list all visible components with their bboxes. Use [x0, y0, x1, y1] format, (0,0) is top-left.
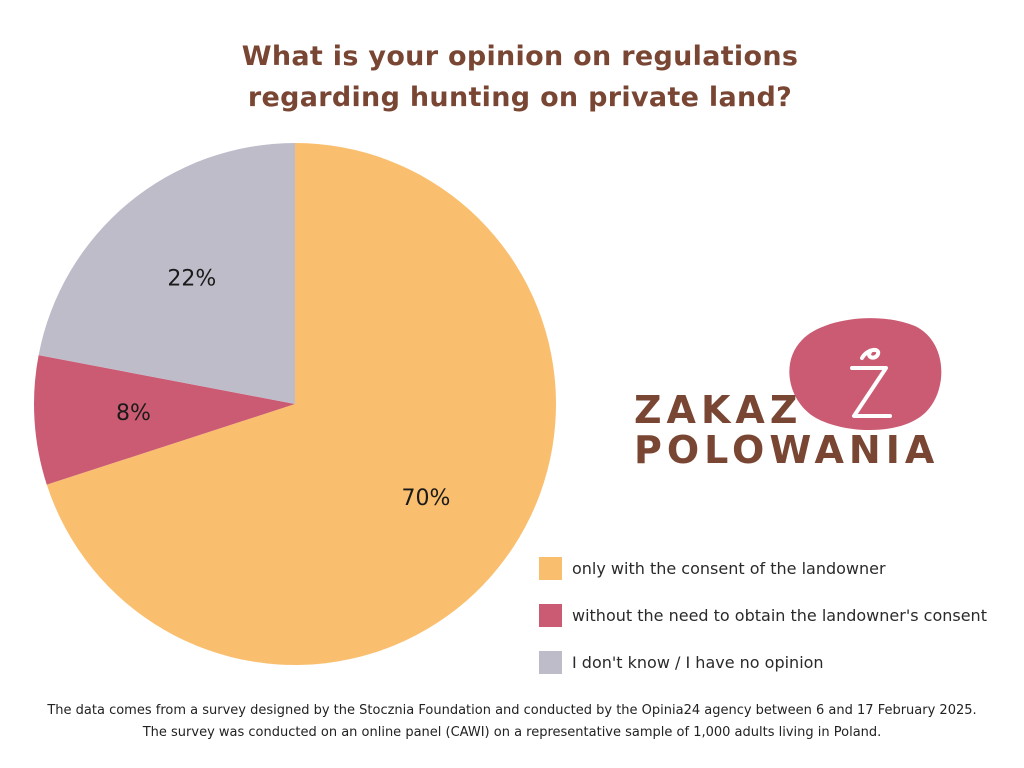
- source-footnote: The data comes from a survey designed by…: [0, 700, 1024, 744]
- logo-line-1: ZAKAZ: [634, 388, 803, 432]
- pie-slice: [38, 143, 296, 404]
- legend-item: only with the consent of the landowner: [539, 545, 987, 592]
- logo-text: ZAKAZ POLOWANIA: [634, 390, 939, 470]
- legend-item: without the need to obtain the landowner…: [539, 592, 987, 639]
- slice-data-label: 70%: [401, 486, 450, 511]
- legend: only with the consent of the landowner w…: [539, 545, 987, 686]
- legend-label: without the need to obtain the landowner…: [572, 606, 987, 625]
- legend-swatch: [539, 651, 562, 674]
- slice-data-label: 22%: [167, 266, 216, 291]
- slice-data-label: 8%: [116, 401, 151, 426]
- logo: ZAKAZ POLOWANIA: [630, 312, 960, 482]
- pie-slice: [46, 143, 557, 665]
- legend-item: I don't know / I have no opinion: [539, 639, 987, 686]
- legend-label: I don't know / I have no opinion: [572, 653, 824, 672]
- legend-swatch: [539, 604, 562, 627]
- legend-swatch: [539, 557, 562, 580]
- pie-chart: 70% 8% 22%: [33, 143, 557, 665]
- chart-title-line: regarding hunting on private land?: [247, 82, 793, 113]
- legend-label: only with the consent of the landowner: [572, 559, 886, 578]
- logo-blob: [789, 318, 942, 431]
- footnote-line: The data comes from a survey designed by…: [47, 703, 977, 718]
- chart-title-line: What is your opinion on regulations: [241, 41, 799, 72]
- logo-blob-shape: [789, 318, 942, 431]
- logo-z-mark: [850, 347, 892, 418]
- chart-title: What is your opinion on regulations rega…: [200, 36, 840, 118]
- pie-slice: [33, 355, 295, 485]
- footnote-line: The survey was conducted on an online pa…: [142, 725, 882, 740]
- logo-line-2: POLOWANIA: [634, 428, 940, 472]
